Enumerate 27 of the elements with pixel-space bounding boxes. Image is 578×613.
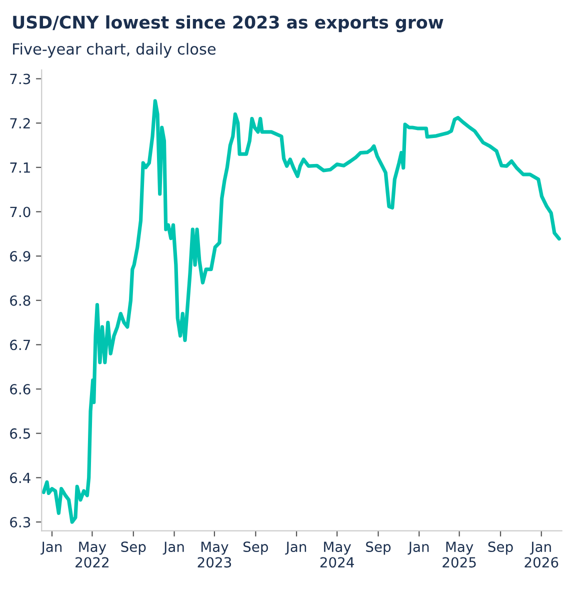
x-tick-label: Sep <box>121 542 146 555</box>
y-tick-label: 6.9 <box>10 251 30 262</box>
x-tick-label: Jan <box>408 542 429 555</box>
x-tick-label: May 2022 <box>76 542 108 568</box>
y-tick-label: 6.8 <box>10 295 30 306</box>
y-tick-label: 7.0 <box>10 206 30 218</box>
x-tick-label: Jan 2026 <box>524 542 558 568</box>
y-tick-label: 6.5 <box>10 428 30 439</box>
y-tick-label: 7.2 <box>10 118 30 128</box>
x-tick-label: Jan <box>40 542 62 555</box>
chart-subtitle: Five-year chart, daily close <box>13 42 216 58</box>
y-tick-label: 6.3 <box>10 516 30 528</box>
x-tick-label: Sep <box>366 542 391 555</box>
x-tick-label: May 2025 <box>442 542 476 568</box>
x-tick-label: Sep <box>243 542 268 555</box>
y-tick-label: 6.7 <box>10 340 30 350</box>
y-tick-label: 7.1 <box>10 162 30 173</box>
y-tick-label: 6.6 <box>10 384 30 394</box>
y-tick-label: 6.4 <box>10 472 30 484</box>
x-tick-label: Jan <box>162 542 184 555</box>
x-tick-label: Sep <box>488 542 513 555</box>
line-series <box>42 99 561 524</box>
x-tick-label: May 2024 <box>320 542 354 568</box>
y-tick-label: 7.3 <box>10 74 30 84</box>
x-tick-label: May 2023 <box>198 542 232 568</box>
chart-title: USD/CNY lowest since 2023 as exports grow <box>13 15 444 32</box>
x-tick-label: Jan <box>285 542 306 555</box>
